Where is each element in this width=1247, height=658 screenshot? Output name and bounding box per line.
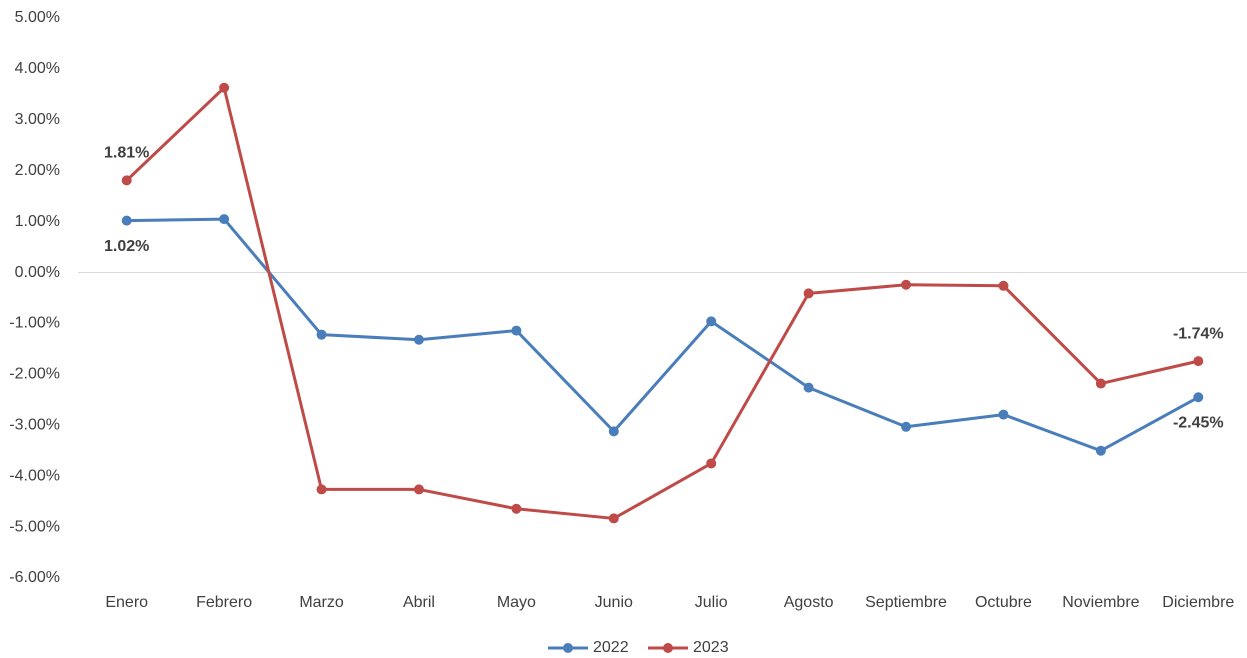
y-tick-label: 5.00% bbox=[15, 9, 60, 26]
point bbox=[316, 484, 327, 495]
data-label: -2.45% bbox=[1173, 414, 1224, 431]
point bbox=[413, 484, 424, 495]
legend-marker bbox=[563, 643, 573, 653]
x-tick-label: Febrero bbox=[196, 594, 252, 611]
y-tick-label: -4.00% bbox=[9, 467, 60, 484]
series-line bbox=[125, 86, 1199, 520]
x-tick-label: Junio bbox=[595, 594, 633, 611]
x-tick-label: Diciembre bbox=[1162, 594, 1234, 611]
x-tick-label: Octubre bbox=[975, 594, 1032, 611]
x-tick-label: Enero bbox=[105, 594, 148, 611]
point bbox=[219, 214, 230, 225]
point bbox=[316, 329, 327, 340]
point bbox=[803, 288, 814, 299]
y-tick-label: -1.00% bbox=[9, 315, 60, 332]
point bbox=[1193, 356, 1204, 367]
point bbox=[803, 382, 814, 393]
y-tick-label: 0.00% bbox=[15, 264, 60, 281]
legend-label: 2023 bbox=[693, 639, 729, 656]
data-label: -1.74% bbox=[1173, 325, 1224, 342]
point bbox=[998, 280, 1009, 291]
y-tick-label: 3.00% bbox=[15, 111, 60, 128]
x-tick-label: Abril bbox=[403, 594, 435, 611]
x-tick-label: Julio bbox=[695, 594, 728, 611]
point bbox=[219, 82, 230, 93]
y-tick-label: 1.00% bbox=[15, 213, 60, 230]
y-tick-label: 2.00% bbox=[15, 162, 60, 179]
point bbox=[706, 458, 717, 469]
point bbox=[121, 175, 132, 186]
point bbox=[608, 426, 619, 437]
point bbox=[706, 316, 717, 327]
point bbox=[511, 325, 522, 336]
y-tick-label: -6.00% bbox=[9, 569, 60, 586]
x-tick-label: Agosto bbox=[784, 594, 834, 611]
point bbox=[1095, 378, 1106, 389]
x-tick-label: Noviembre bbox=[1062, 594, 1139, 611]
point bbox=[413, 334, 424, 345]
y-tick-label: -2.00% bbox=[9, 366, 60, 383]
x-tick-label: Mayo bbox=[497, 594, 536, 611]
x-tick-label: Septiembre bbox=[865, 594, 947, 611]
y-tick-label: -5.00% bbox=[9, 518, 60, 535]
x-tick-label: Marzo bbox=[299, 594, 344, 611]
series-line bbox=[126, 217, 1200, 453]
legend-marker bbox=[663, 643, 673, 653]
y-tick-label: 4.00% bbox=[15, 60, 60, 77]
point bbox=[998, 409, 1009, 420]
data-label: 1.02% bbox=[104, 238, 149, 255]
data-label: 1.81% bbox=[104, 145, 149, 162]
point bbox=[608, 513, 619, 524]
point bbox=[1193, 392, 1204, 403]
point bbox=[901, 279, 912, 290]
legend-label: 2022 bbox=[593, 639, 629, 656]
point bbox=[901, 421, 912, 432]
point bbox=[121, 215, 132, 226]
point bbox=[511, 503, 522, 514]
y-tick-label: -3.00% bbox=[9, 416, 60, 433]
point bbox=[1095, 445, 1106, 456]
